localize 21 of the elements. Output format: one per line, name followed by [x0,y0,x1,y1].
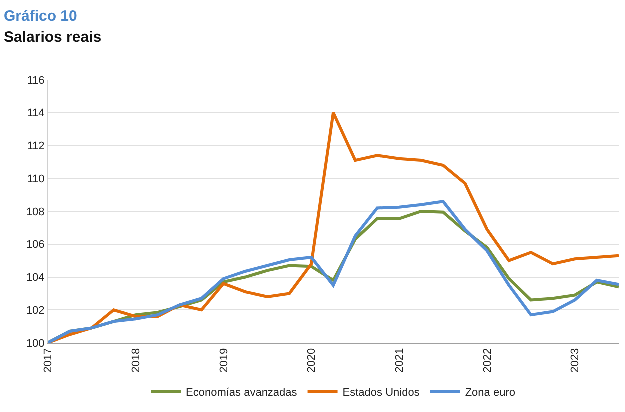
x-tick-label: 2020 [306,348,318,373]
x-tick-label: 2021 [394,348,406,373]
y-tick-label: 114 [27,108,45,120]
legend-label: Zona euro [465,386,516,399]
y-tick-label: 112 [27,140,45,153]
legend-label: Economías avanzadas [186,386,298,399]
x-tick-label: 2019 [218,348,230,373]
y-tick-label: 102 [26,304,45,317]
x-tick-label: 2018 [130,348,142,373]
y-tick-label: 104 [26,272,45,284]
legend-label: Estados Unidos [342,386,420,399]
y-tick-label: 110 [27,173,45,186]
chart-subtitle: Salarios reais [4,29,102,46]
y-tick-label: 108 [26,206,45,218]
chart-title: Gráfico 10 [4,8,78,25]
x-tick-label: 2023 [570,348,582,373]
x-tick-label: 2017 [42,348,55,373]
x-tick-label: 2022 [482,348,494,373]
y-tick-label: 106 [26,239,45,252]
y-tick-label: 100 [26,338,45,350]
y-tick-label: 116 [27,74,45,87]
